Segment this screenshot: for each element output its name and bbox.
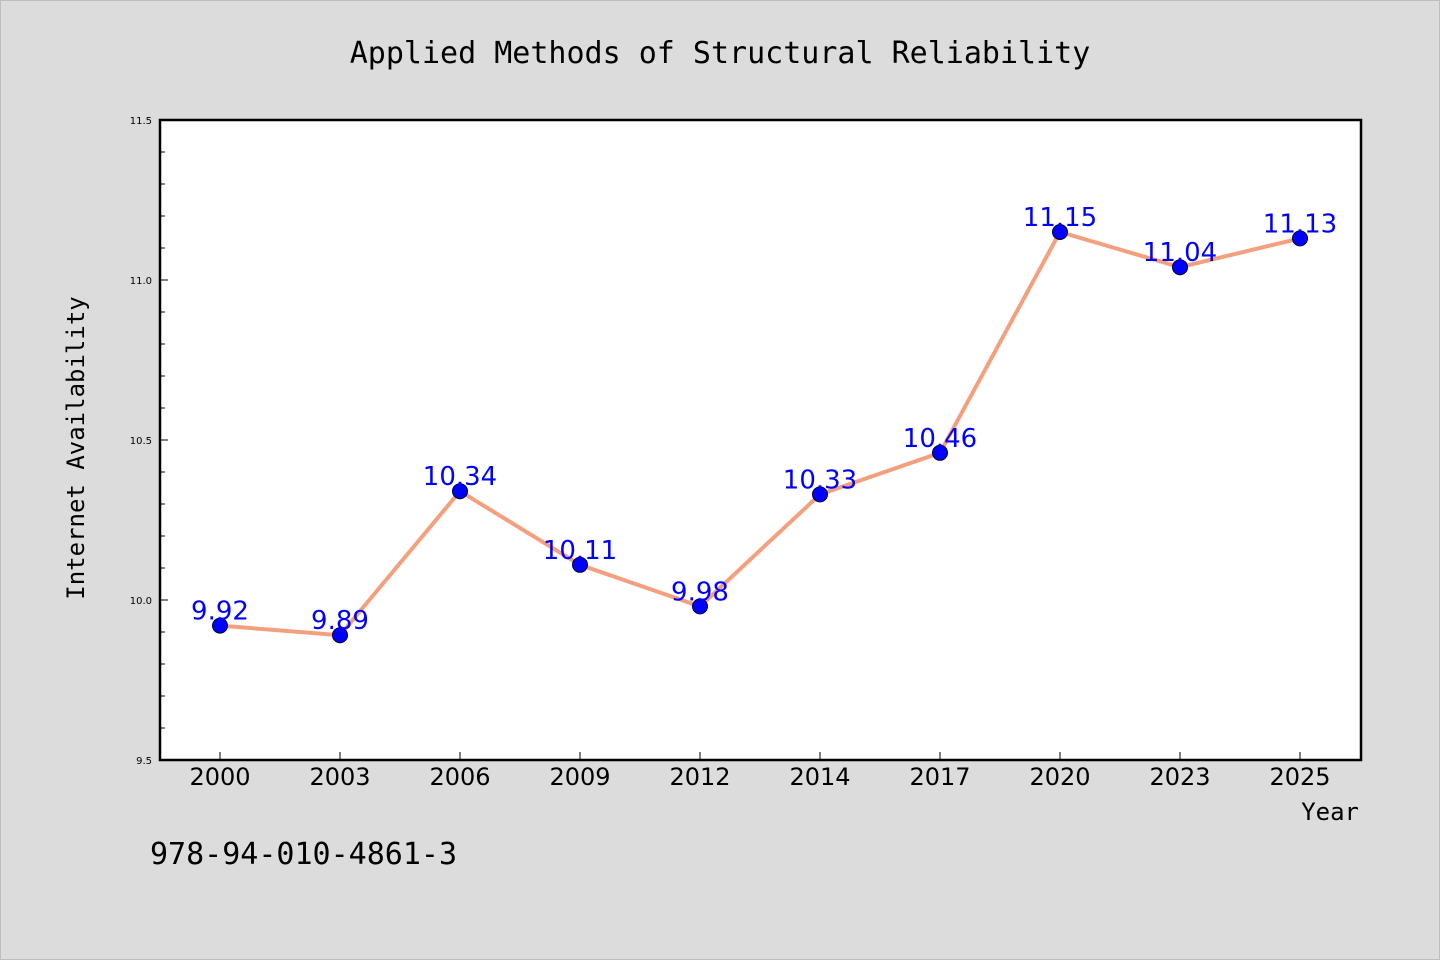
- data-point: [1172, 259, 1188, 276]
- x-tick-label: 2025: [1269, 763, 1330, 791]
- data-point: [332, 627, 348, 644]
- x-tick-label: 2014: [789, 763, 850, 791]
- y-tick-label: 11.5: [130, 116, 152, 127]
- y-tick-label: 10.5: [130, 436, 152, 447]
- y-tick-label: 9.5: [136, 756, 152, 767]
- data-label: 9.92: [191, 597, 249, 627]
- x-axis-ticks: 2000 2003 2006 2009 2012 2014 2017 2020 2023 2025: [189, 752, 1331, 791]
- x-tick-label: 2017: [909, 763, 970, 791]
- data-label: 9.89: [311, 606, 369, 636]
- y-tick-label: 11.0: [130, 276, 152, 287]
- data-point: [212, 617, 228, 634]
- x-axis-label: Year: [1301, 798, 1359, 826]
- x-tick-label: 2020: [1029, 763, 1090, 791]
- data-label: 11.04: [1143, 238, 1217, 268]
- x-tick-label: 2000: [189, 763, 250, 791]
- x-tick-label: 2012: [669, 763, 730, 791]
- y-axis-label: Internet Availability: [62, 296, 90, 599]
- x-tick-label: 2009: [549, 763, 610, 791]
- data-label: 10.33: [783, 465, 857, 495]
- data-point: [692, 598, 708, 615]
- data-point: [932, 444, 948, 461]
- data-label: 11.15: [1023, 203, 1097, 233]
- data-point: [572, 556, 588, 573]
- x-tick-label: 2006: [429, 763, 490, 791]
- x-tick-label: 2003: [309, 763, 370, 791]
- data-label: 10.46: [903, 424, 977, 454]
- data-point: [1292, 230, 1308, 247]
- data-label: 10.34: [423, 462, 497, 492]
- chart-title: Applied Methods of Structural Reliabilit…: [350, 36, 1091, 71]
- y-axis-ticks: 9.5 10.0 10.5 11.0 11.5: [130, 116, 168, 767]
- series-layer: 9.92 9.89 10.34 10.11 9.98 10.33 10.46 11.15 11.…: [191, 203, 1337, 644]
- data-label: 9.98: [671, 577, 729, 607]
- x-tick-label: 2023: [1149, 763, 1210, 791]
- data-label: 10.11: [543, 536, 617, 566]
- data-label: 11.13: [1263, 209, 1337, 239]
- data-point: [812, 486, 828, 503]
- series-line: [218, 230, 1302, 638]
- data-point: [452, 483, 468, 500]
- data-point: [1052, 224, 1068, 240]
- y-tick-label: 10.0: [130, 596, 152, 607]
- plot-area: [158, 118, 1363, 762]
- isbn-footnote: 978-94-010-4861-3: [150, 837, 457, 872]
